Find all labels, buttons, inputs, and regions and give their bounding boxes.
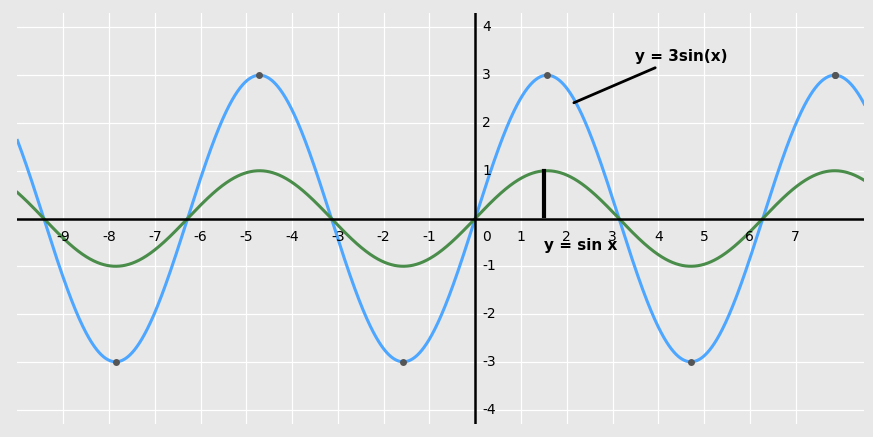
Text: -1: -1 xyxy=(482,259,496,273)
Text: -1: -1 xyxy=(423,230,436,244)
Text: -8: -8 xyxy=(102,230,116,244)
Text: 2: 2 xyxy=(482,116,491,130)
Text: 0: 0 xyxy=(482,230,491,244)
Text: 4: 4 xyxy=(654,230,663,244)
Text: -3: -3 xyxy=(331,230,345,244)
Text: 1: 1 xyxy=(482,164,491,178)
Text: 7: 7 xyxy=(791,230,800,244)
Text: -7: -7 xyxy=(148,230,162,244)
Text: 4: 4 xyxy=(482,21,491,35)
Text: -4: -4 xyxy=(482,402,496,416)
Text: -4: -4 xyxy=(285,230,299,244)
Text: y = 3sin(x): y = 3sin(x) xyxy=(574,49,728,103)
Text: 3: 3 xyxy=(608,230,617,244)
Text: 1: 1 xyxy=(517,230,526,244)
Text: 3: 3 xyxy=(482,68,491,82)
Text: -9: -9 xyxy=(57,230,70,244)
Text: -5: -5 xyxy=(239,230,253,244)
Text: -2: -2 xyxy=(482,307,496,321)
Text: y = sin x: y = sin x xyxy=(544,238,617,253)
Text: -6: -6 xyxy=(194,230,208,244)
Text: -2: -2 xyxy=(377,230,390,244)
Text: -3: -3 xyxy=(482,355,496,369)
Text: 5: 5 xyxy=(699,230,708,244)
Text: 6: 6 xyxy=(746,230,754,244)
Text: 2: 2 xyxy=(562,230,571,244)
